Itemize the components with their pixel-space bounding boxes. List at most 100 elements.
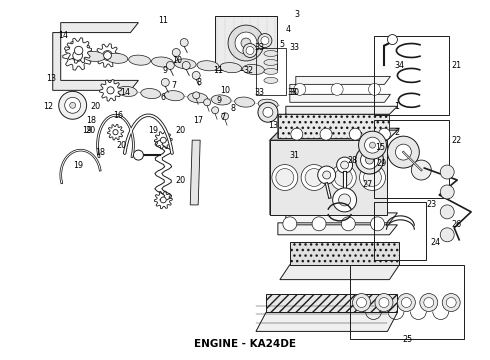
Circle shape — [368, 84, 380, 95]
Circle shape — [113, 130, 118, 135]
Circle shape — [258, 33, 272, 48]
Circle shape — [339, 194, 350, 206]
Circle shape — [333, 188, 357, 212]
Circle shape — [283, 217, 297, 231]
Bar — [349, 265, 464, 339]
Circle shape — [235, 32, 257, 54]
Text: 14: 14 — [121, 88, 130, 97]
Circle shape — [379, 298, 389, 307]
Text: 29: 29 — [376, 158, 387, 167]
Circle shape — [341, 161, 348, 169]
Text: 33: 33 — [290, 43, 300, 52]
Text: 20: 20 — [85, 126, 96, 135]
Text: 6: 6 — [160, 93, 165, 102]
Polygon shape — [154, 131, 172, 149]
Circle shape — [65, 97, 81, 113]
Ellipse shape — [264, 50, 278, 57]
Text: 22: 22 — [451, 136, 462, 145]
Circle shape — [318, 166, 336, 184]
Text: 33: 33 — [254, 88, 264, 97]
Polygon shape — [270, 140, 388, 215]
Bar — [374, 202, 426, 260]
Circle shape — [228, 25, 264, 61]
Circle shape — [342, 217, 355, 231]
Circle shape — [305, 168, 323, 186]
Text: 15: 15 — [375, 143, 386, 152]
Circle shape — [440, 165, 454, 179]
Circle shape — [388, 35, 397, 45]
Polygon shape — [280, 265, 399, 280]
Circle shape — [258, 102, 278, 122]
Text: 20: 20 — [175, 176, 185, 185]
Text: 8: 8 — [230, 104, 235, 113]
Text: 5: 5 — [280, 40, 285, 49]
Text: 1: 1 — [394, 102, 399, 111]
Ellipse shape — [83, 51, 105, 62]
Polygon shape — [256, 312, 397, 332]
Text: 10: 10 — [172, 56, 182, 65]
Circle shape — [359, 131, 387, 159]
Circle shape — [193, 92, 200, 99]
Circle shape — [166, 62, 174, 69]
Polygon shape — [66, 38, 92, 63]
Circle shape — [160, 137, 166, 143]
Ellipse shape — [188, 93, 208, 103]
Text: 31: 31 — [290, 150, 300, 159]
Circle shape — [395, 144, 412, 160]
Circle shape — [440, 205, 454, 219]
Circle shape — [388, 136, 419, 168]
Circle shape — [72, 50, 84, 62]
Circle shape — [330, 165, 356, 190]
Ellipse shape — [264, 68, 278, 75]
Ellipse shape — [174, 59, 196, 69]
Circle shape — [182, 62, 190, 69]
Text: 17: 17 — [193, 116, 203, 125]
Circle shape — [401, 298, 412, 307]
Circle shape — [161, 78, 169, 86]
Ellipse shape — [243, 64, 265, 75]
Circle shape — [107, 87, 114, 94]
Circle shape — [291, 128, 303, 140]
Text: 9: 9 — [162, 66, 168, 75]
Polygon shape — [278, 213, 397, 235]
Ellipse shape — [264, 77, 278, 84]
Text: 3: 3 — [295, 10, 300, 19]
Circle shape — [261, 37, 269, 45]
Bar — [278, 114, 390, 138]
Circle shape — [276, 168, 294, 186]
Text: 20: 20 — [175, 126, 185, 135]
Ellipse shape — [264, 59, 278, 66]
Circle shape — [378, 128, 391, 140]
Circle shape — [442, 293, 460, 311]
Circle shape — [243, 44, 257, 58]
Ellipse shape — [129, 55, 150, 65]
Text: 13: 13 — [268, 121, 278, 130]
Circle shape — [192, 71, 200, 80]
Polygon shape — [290, 76, 391, 102]
Ellipse shape — [197, 61, 219, 71]
Text: 18: 18 — [87, 116, 97, 125]
Text: 20: 20 — [117, 141, 126, 150]
Circle shape — [74, 46, 83, 55]
Polygon shape — [270, 128, 282, 215]
Ellipse shape — [106, 53, 128, 63]
Circle shape — [160, 197, 166, 203]
Circle shape — [366, 156, 373, 164]
Ellipse shape — [151, 57, 173, 67]
Text: 12: 12 — [44, 102, 54, 111]
Circle shape — [349, 128, 361, 140]
Text: 28: 28 — [347, 156, 358, 165]
Bar — [256, 48, 286, 95]
Polygon shape — [96, 44, 120, 67]
Circle shape — [172, 49, 180, 57]
Text: 7: 7 — [172, 81, 176, 90]
Circle shape — [272, 165, 298, 190]
Circle shape — [364, 168, 382, 186]
Text: 18: 18 — [96, 148, 105, 157]
Text: ENGINE - KA24DE: ENGINE - KA24DE — [194, 339, 296, 349]
Text: 32: 32 — [243, 66, 253, 75]
Circle shape — [412, 160, 431, 180]
Circle shape — [104, 51, 111, 59]
Circle shape — [337, 157, 353, 173]
Circle shape — [320, 128, 332, 140]
